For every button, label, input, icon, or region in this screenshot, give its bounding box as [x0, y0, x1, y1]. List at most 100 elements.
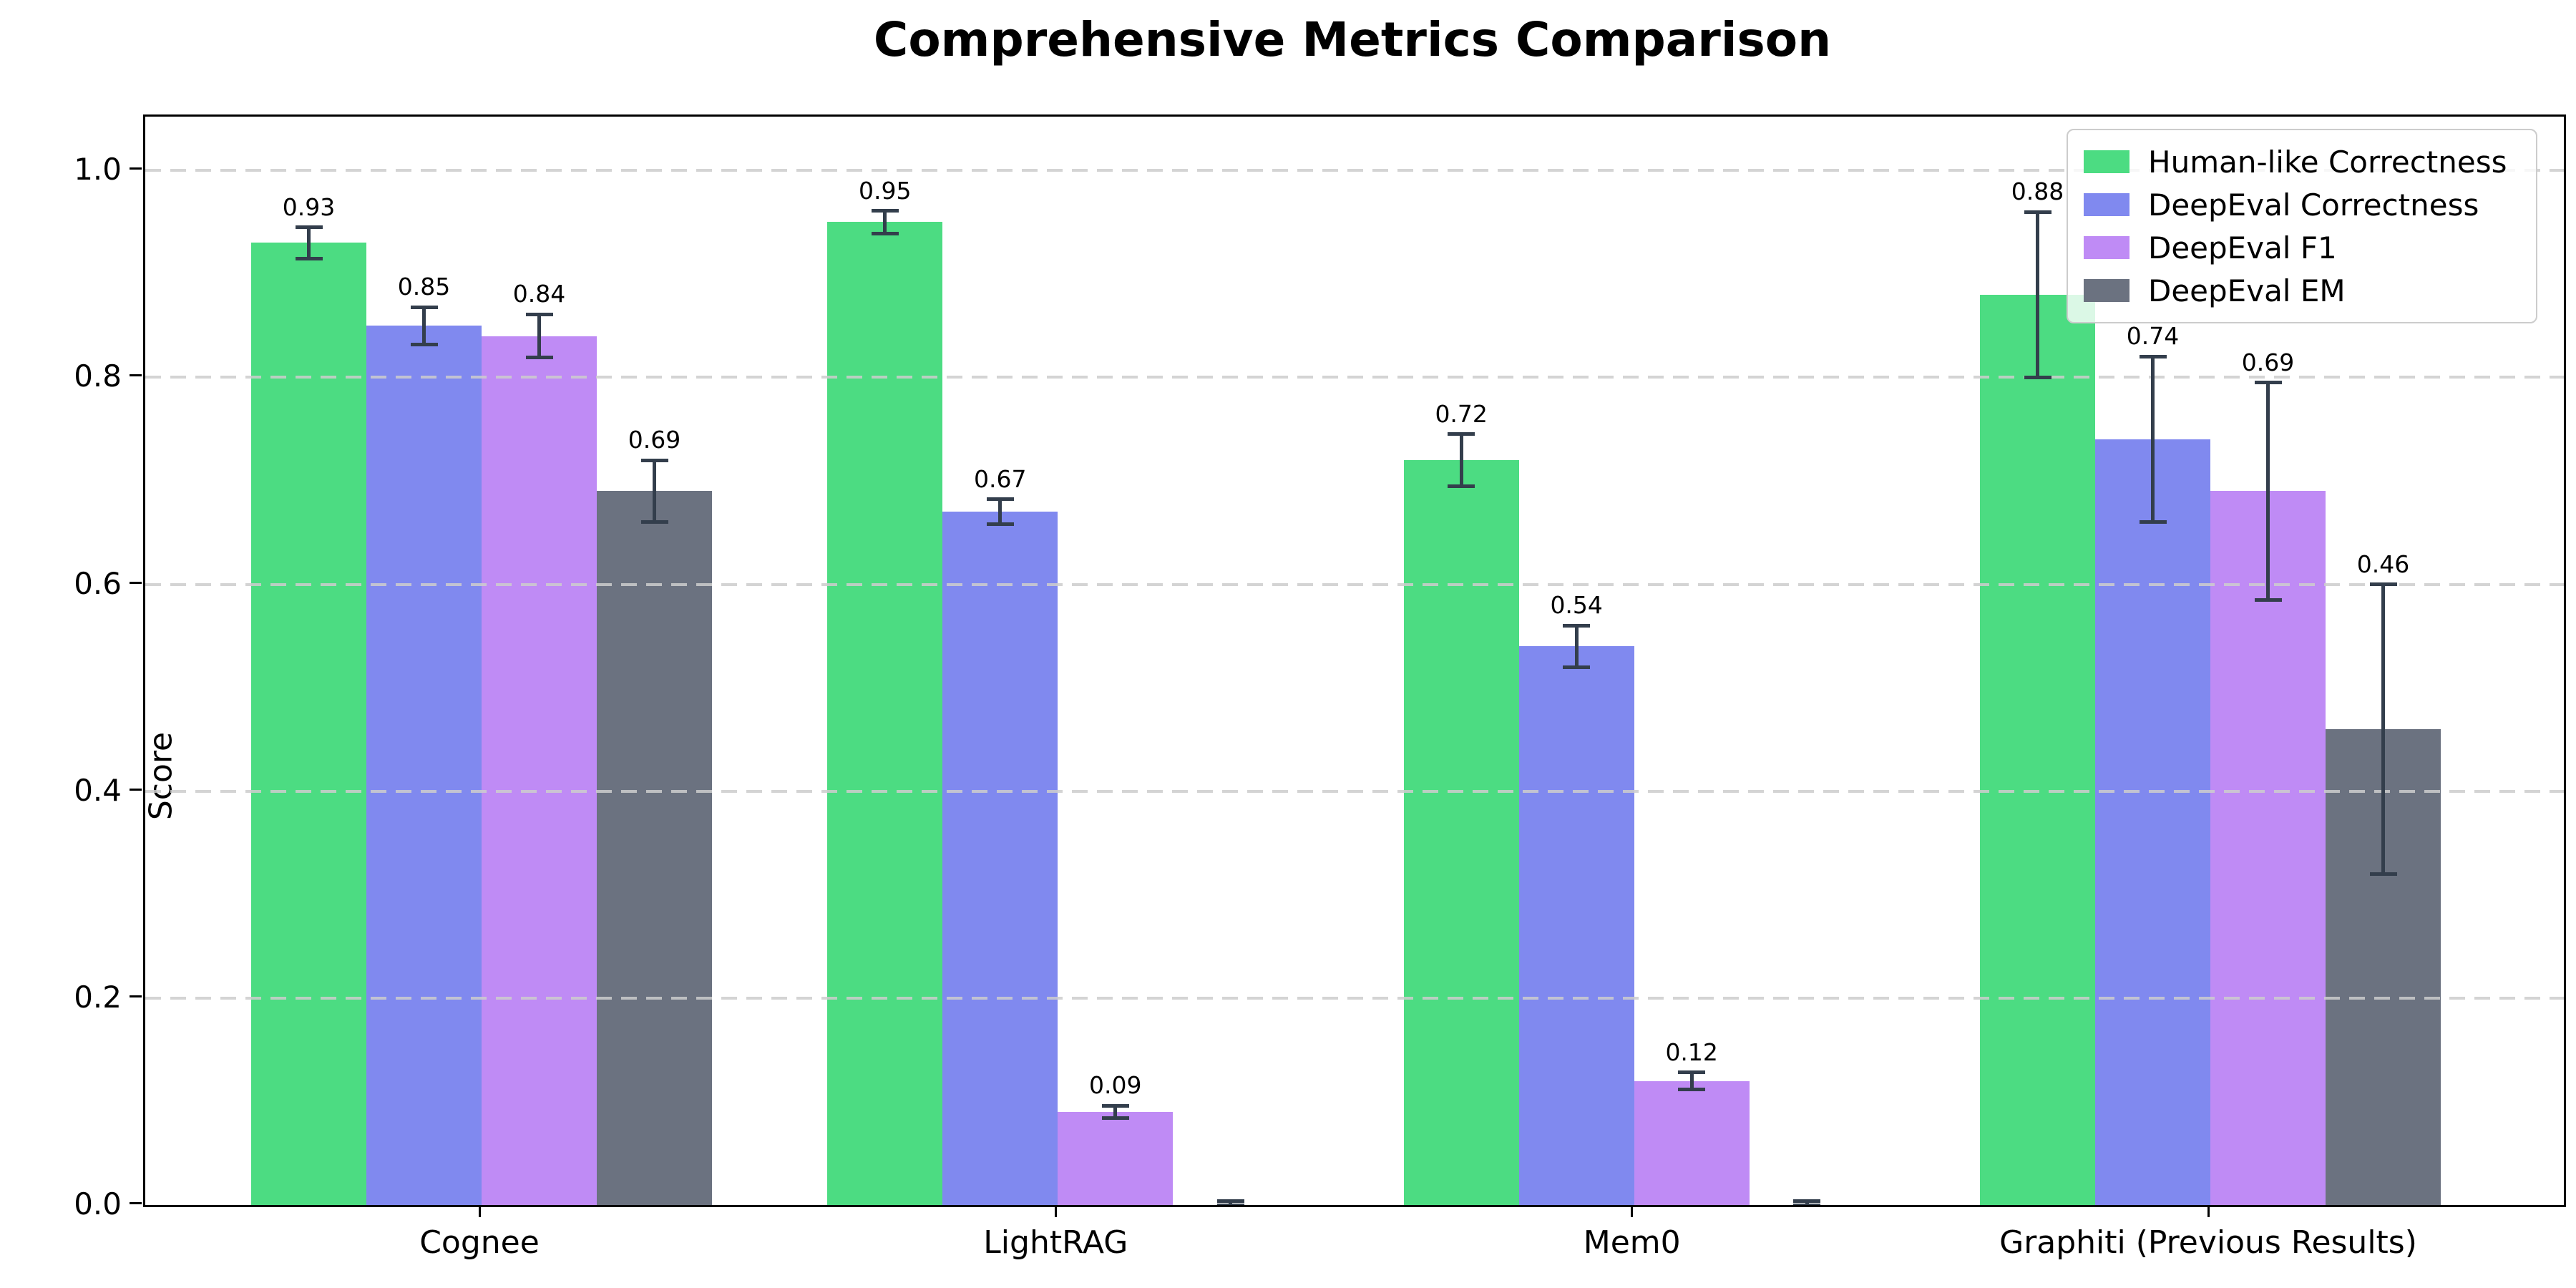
gridline — [145, 169, 2564, 172]
bar-1-4 — [1980, 294, 2095, 1205]
error-bar-cap-top — [1448, 432, 1475, 436]
error-bar-cap-top — [2139, 354, 2167, 358]
bar-value-label: 0.54 — [1550, 591, 1603, 620]
error-bar-cap-bottom — [525, 356, 553, 360]
error-bar — [1805, 1201, 1809, 1205]
error-bar-cap-bottom — [2024, 375, 2051, 379]
bar-3-1 — [482, 336, 597, 1205]
y-axis-tick — [130, 167, 142, 170]
legend-label: DeepEval F1 — [2148, 230, 2337, 265]
x-axis-tick — [2207, 1205, 2210, 1217]
error-bar-cap-bottom — [986, 522, 1014, 527]
error-bar-cap-top — [871, 209, 899, 213]
bar-value-label: 0.88 — [2011, 177, 2064, 205]
legend-swatch — [2084, 150, 2129, 173]
legend-row: DeepEval F1 — [2084, 226, 2520, 269]
bar-2-3 — [1518, 646, 1634, 1205]
error-bar-cap-bottom — [295, 256, 323, 260]
x-tick-label: LightRAG — [983, 1224, 1128, 1261]
y-axis-tick — [130, 788, 142, 791]
bar-value-label: 0.74 — [2126, 322, 2180, 351]
chart-title: Comprehensive Metrics Comparison — [873, 12, 1832, 67]
error-bar-cap-top — [1216, 1199, 1244, 1203]
legend-label: Human-like Correctness — [2148, 144, 2507, 180]
error-bar-cap-bottom — [1101, 1116, 1129, 1121]
y-axis-tick — [130, 374, 142, 377]
error-bar — [1113, 1106, 1118, 1118]
error-bar-cap-top — [2254, 381, 2282, 385]
error-bar-cap-bottom — [1678, 1087, 1706, 1091]
bar-value-label: 0.85 — [397, 273, 451, 301]
y-tick-label: 0.0 — [74, 1186, 122, 1221]
x-axis-tick — [1631, 1205, 1634, 1217]
legend-label: DeepEval EM — [2148, 273, 2346, 308]
gridline — [145, 376, 2564, 379]
error-bar-cap-top — [1678, 1070, 1706, 1075]
y-tick-label: 0.6 — [74, 565, 122, 601]
bar-value-label: 0.12 — [1665, 1038, 1718, 1066]
bar-value-label: 0.09 — [1089, 1071, 1142, 1100]
legend-row: DeepEval EM — [2084, 269, 2520, 312]
bar-value-label: 0.93 — [282, 192, 336, 221]
error-bar-cap-top — [1793, 1199, 1821, 1203]
legend-swatch — [2084, 279, 2129, 302]
error-bar-cap-bottom — [1793, 1203, 1821, 1205]
gridline — [145, 996, 2564, 1000]
y-tick-label: 0.8 — [74, 358, 122, 394]
bar-2-1 — [366, 326, 482, 1205]
legend-swatch — [2084, 193, 2129, 216]
x-tick-label: Cognee — [419, 1224, 540, 1261]
x-axis-tick — [1054, 1205, 1057, 1217]
error-bar — [883, 210, 887, 234]
error-bar-cap-top — [295, 225, 323, 230]
x-tick-label: Mem0 — [1583, 1224, 1681, 1261]
error-bar-cap-bottom — [410, 342, 438, 346]
error-bar — [1574, 625, 1579, 668]
error-bar-cap-bottom — [1448, 484, 1475, 488]
legend-label: DeepEval Correctness — [2148, 187, 2479, 223]
bar-value-label: 0.84 — [512, 280, 566, 308]
error-bar-cap-top — [986, 497, 1014, 502]
bar-value-label: 0.69 — [628, 426, 681, 454]
bar-1-3 — [1403, 460, 1519, 1205]
error-bar — [2151, 356, 2155, 522]
bar-value-label: 0.67 — [974, 464, 1027, 493]
bar-1-1 — [251, 243, 366, 1205]
error-bar — [1229, 1201, 1233, 1205]
gridline — [145, 789, 2564, 793]
bar-2-4 — [2095, 439, 2210, 1205]
y-axis-tick — [130, 581, 142, 584]
bar-value-label: 0.46 — [2356, 550, 2410, 578]
error-bar-cap-bottom — [1563, 665, 1591, 669]
bar-1-2 — [827, 222, 943, 1205]
error-bar — [998, 499, 1002, 525]
bar-2-2 — [942, 512, 1058, 1205]
error-bar — [1689, 1072, 1694, 1090]
error-bar-cap-bottom — [1216, 1203, 1244, 1205]
bar-value-label: 0.69 — [2241, 348, 2295, 376]
x-axis-tick — [478, 1205, 481, 1217]
error-bar — [422, 307, 426, 345]
error-bar-cap-top — [410, 305, 438, 309]
error-bar-cap-bottom — [2139, 520, 2167, 525]
error-bar — [2381, 584, 2385, 874]
y-tick-label: 0.2 — [74, 979, 122, 1015]
bar-3-2 — [1058, 1111, 1174, 1205]
y-axis-label: Score — [143, 731, 180, 821]
legend-swatch — [2084, 236, 2129, 259]
bar-value-label: 0.95 — [859, 176, 912, 205]
error-bar — [653, 460, 656, 522]
error-bar — [307, 227, 311, 259]
error-bar-cap-top — [525, 312, 553, 316]
error-bar-cap-bottom — [640, 520, 668, 525]
y-tick-label: 0.4 — [74, 772, 122, 808]
error-bar — [537, 314, 541, 358]
error-bar — [2036, 212, 2039, 378]
bar-value-label: 0.72 — [1435, 399, 1488, 428]
gridline — [145, 582, 2564, 586]
x-tick-label: Graphiti (Previous Results) — [1999, 1224, 2417, 1261]
bar-3-3 — [1634, 1080, 1750, 1205]
error-bar-cap-top — [2369, 582, 2397, 586]
bar-4-1 — [597, 491, 712, 1205]
